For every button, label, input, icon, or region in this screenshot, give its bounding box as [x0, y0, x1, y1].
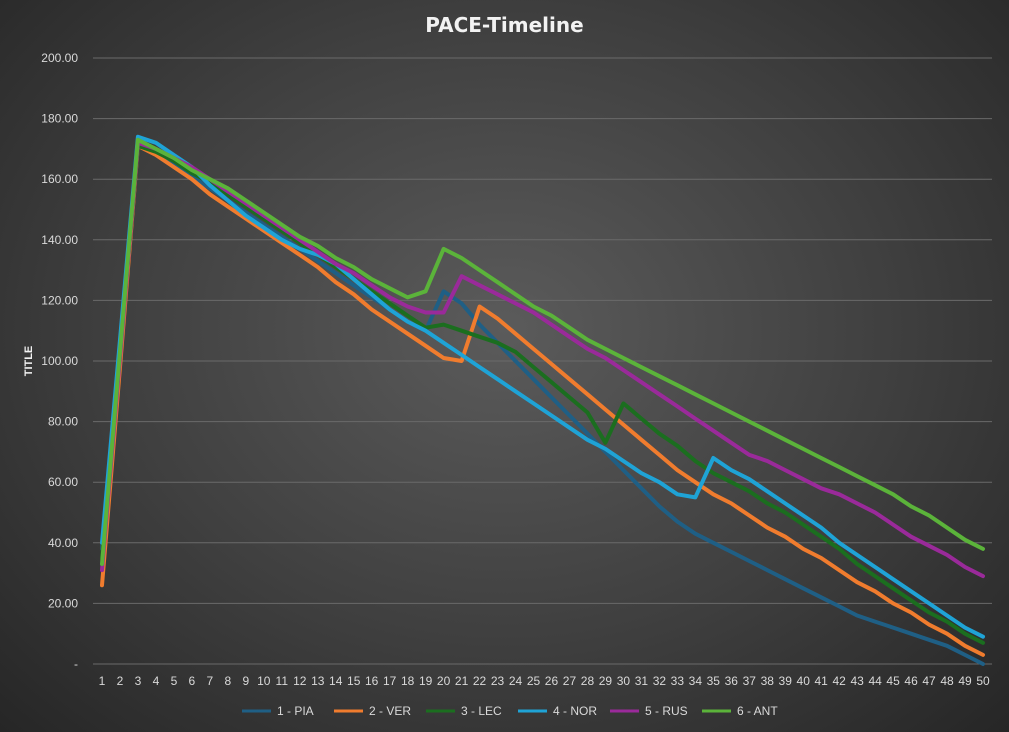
x-tick-label: 45 — [886, 674, 900, 688]
y-tick-label: 60.00 — [48, 475, 78, 489]
y-tick-label: 40.00 — [48, 536, 78, 550]
y-tick-label: 80.00 — [48, 415, 78, 429]
x-tick-label: 39 — [779, 674, 793, 688]
x-tick-label: 31 — [635, 674, 649, 688]
x-tick-label: 36 — [725, 674, 739, 688]
x-tick-label: 42 — [832, 674, 846, 688]
x-tick-label: 33 — [671, 674, 685, 688]
x-tick-label: 13 — [311, 674, 325, 688]
y-tick-label: 120.00 — [41, 293, 78, 307]
x-tick-label: 12 — [293, 674, 307, 688]
y-tick-label: 140.00 — [41, 233, 78, 247]
x-tick-label: 32 — [653, 674, 667, 688]
x-tick-label: 20 — [437, 674, 451, 688]
x-tick-label: 34 — [689, 674, 703, 688]
x-tick-label: 37 — [743, 674, 757, 688]
x-tick-label: 17 — [383, 674, 397, 688]
x-tick-label: 26 — [545, 674, 559, 688]
y-tick-label: 180.00 — [41, 112, 78, 126]
y-axis-ticks: - 20.00 40.00 60.00 80.00 100.00 120.00 140.00 1… — [41, 51, 78, 671]
y-tick-label: 20.00 — [48, 596, 78, 610]
x-tick-label: 23 — [491, 674, 505, 688]
series-line-6-ant — [100, 137, 985, 566]
x-tick-label: 35 — [707, 674, 721, 688]
x-tick-label: 8 — [225, 674, 232, 688]
legend-label: 6 - ANT — [737, 704, 778, 718]
x-tick-label: 9 — [242, 674, 249, 688]
x-tick-label: 10 — [257, 674, 271, 688]
x-tick-label: 6 — [189, 674, 196, 688]
x-tick-label: 22 — [473, 674, 487, 688]
y-tick-label: 160.00 — [41, 172, 78, 186]
x-tick-label: 29 — [599, 674, 613, 688]
series-line-3-lec — [100, 143, 985, 645]
x-axis-ticks: 1 2 3 4 5 6 7 8 9 10 11 12 13 14 15 16 17 18 19 20 21 22 23 24 2… — [99, 674, 990, 688]
x-tick-label: 2 — [117, 674, 124, 688]
chart-title: PACE-Timeline — [425, 13, 583, 37]
x-tick-label: 1 — [99, 674, 106, 688]
x-tick-label: 14 — [329, 674, 343, 688]
x-tick-label: 11 — [276, 674, 289, 688]
series-lines — [100, 134, 985, 666]
x-tick-label: 44 — [868, 674, 882, 688]
x-tick-label: 15 — [347, 674, 361, 688]
x-tick-label: 48 — [940, 674, 954, 688]
x-tick-label: 28 — [581, 674, 595, 688]
legend: 1 - PIA 2 - VER 3 - LEC 4 - NOR 5 - RUS 6 - A… — [242, 704, 778, 718]
x-tick-label: 41 — [815, 674, 829, 688]
legend-label: 1 - PIA — [277, 704, 314, 718]
x-tick-label: 43 — [850, 674, 864, 688]
legend-label: 4 - NOR — [553, 704, 597, 718]
series-line-5-rus — [100, 140, 985, 579]
legend-label: 3 - LEC — [461, 704, 502, 718]
x-tick-label: 19 — [419, 674, 433, 688]
x-tick-label: 49 — [958, 674, 972, 688]
x-tick-label: 46 — [904, 674, 918, 688]
y-axis-label: TITLE — [23, 346, 35, 377]
y-tick-label: 100.00 — [41, 354, 78, 368]
x-tick-label: 18 — [401, 674, 415, 688]
x-tick-label: 16 — [365, 674, 379, 688]
series-line-2-ver — [100, 143, 985, 657]
series-line-1-pia — [100, 140, 985, 666]
x-tick-label: 7 — [207, 674, 214, 688]
x-tick-label: 3 — [135, 674, 142, 688]
x-tick-label: 47 — [922, 674, 936, 688]
x-tick-label: 50 — [976, 674, 990, 688]
legend-label: 2 - VER — [369, 704, 411, 718]
series-line-4-nor — [100, 134, 985, 639]
x-tick-label: 5 — [171, 674, 178, 688]
x-tick-label: 30 — [617, 674, 631, 688]
y-tick-label: 200.00 — [41, 51, 78, 65]
x-tick-label: 40 — [797, 674, 811, 688]
x-tick-label: 38 — [761, 674, 775, 688]
y-tick-label: - — [74, 657, 78, 671]
x-tick-label: 25 — [527, 674, 541, 688]
legend-label: 5 - RUS — [645, 704, 688, 718]
grid-lines — [93, 57, 992, 665]
x-tick-label: 21 — [455, 674, 469, 688]
x-tick-label: 27 — [563, 674, 577, 688]
x-tick-label: 24 — [509, 674, 523, 688]
x-tick-label: 4 — [153, 674, 160, 688]
